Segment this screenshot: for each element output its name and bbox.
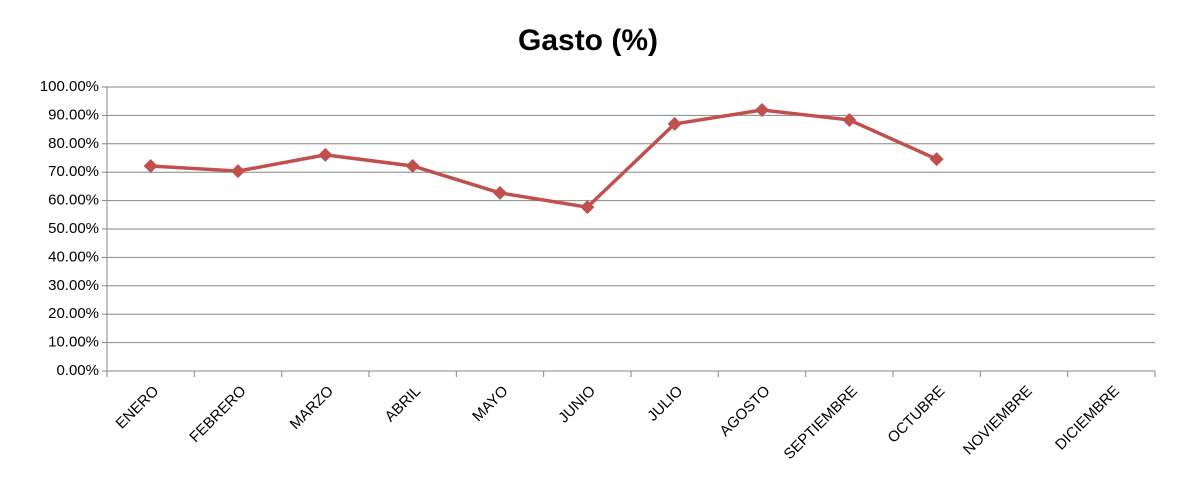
data-marker [231,164,245,179]
x-tick-label: JULIO [644,383,686,425]
y-tick-label: 60.00% [48,192,99,209]
x-tick-label: SEPTIEMBRE [781,383,861,463]
data-line [150,108,938,209]
data-marker [755,103,769,118]
x-tick-label: DICIEMBRE [1052,383,1123,454]
x-tick-label: ABRIL [382,383,425,426]
y-tick-label: 20.00% [48,305,99,322]
data-marker [143,158,158,173]
x-tick-label: ENERO [113,383,163,433]
data-marker [493,185,507,200]
y-tick-label: 80.00% [48,135,99,152]
x-tick-label: OCTUBRE [884,383,948,447]
y-tick-label: 0.00% [56,362,99,379]
y-tick-label: 10.00% [48,334,99,351]
y-tick-label: 70.00% [48,163,99,180]
data-marker [842,112,857,127]
data-marker [667,116,682,131]
x-tick-label: NOVIEMBRE [960,383,1036,459]
data-marker [405,158,420,173]
chart-title: Gasto (%) [518,24,658,57]
data-marker [929,152,944,167]
x-tick-label: AGOSTO [716,383,773,440]
data-marker [580,200,595,215]
y-tick-label: 50.00% [48,220,99,237]
x-tick-label: FEBRERO [186,383,249,446]
y-tick-label: 100.00% [40,78,99,95]
y-tick-label: 90.00% [48,106,99,123]
x-tick-label: MARZO [287,383,337,433]
y-tick-label: 30.00% [48,277,99,294]
x-tick-label: JUNIO [555,383,599,427]
y-tick-label: 40.00% [48,248,99,265]
x-tick-label: MAYO [469,383,511,425]
data-marker [318,147,333,162]
